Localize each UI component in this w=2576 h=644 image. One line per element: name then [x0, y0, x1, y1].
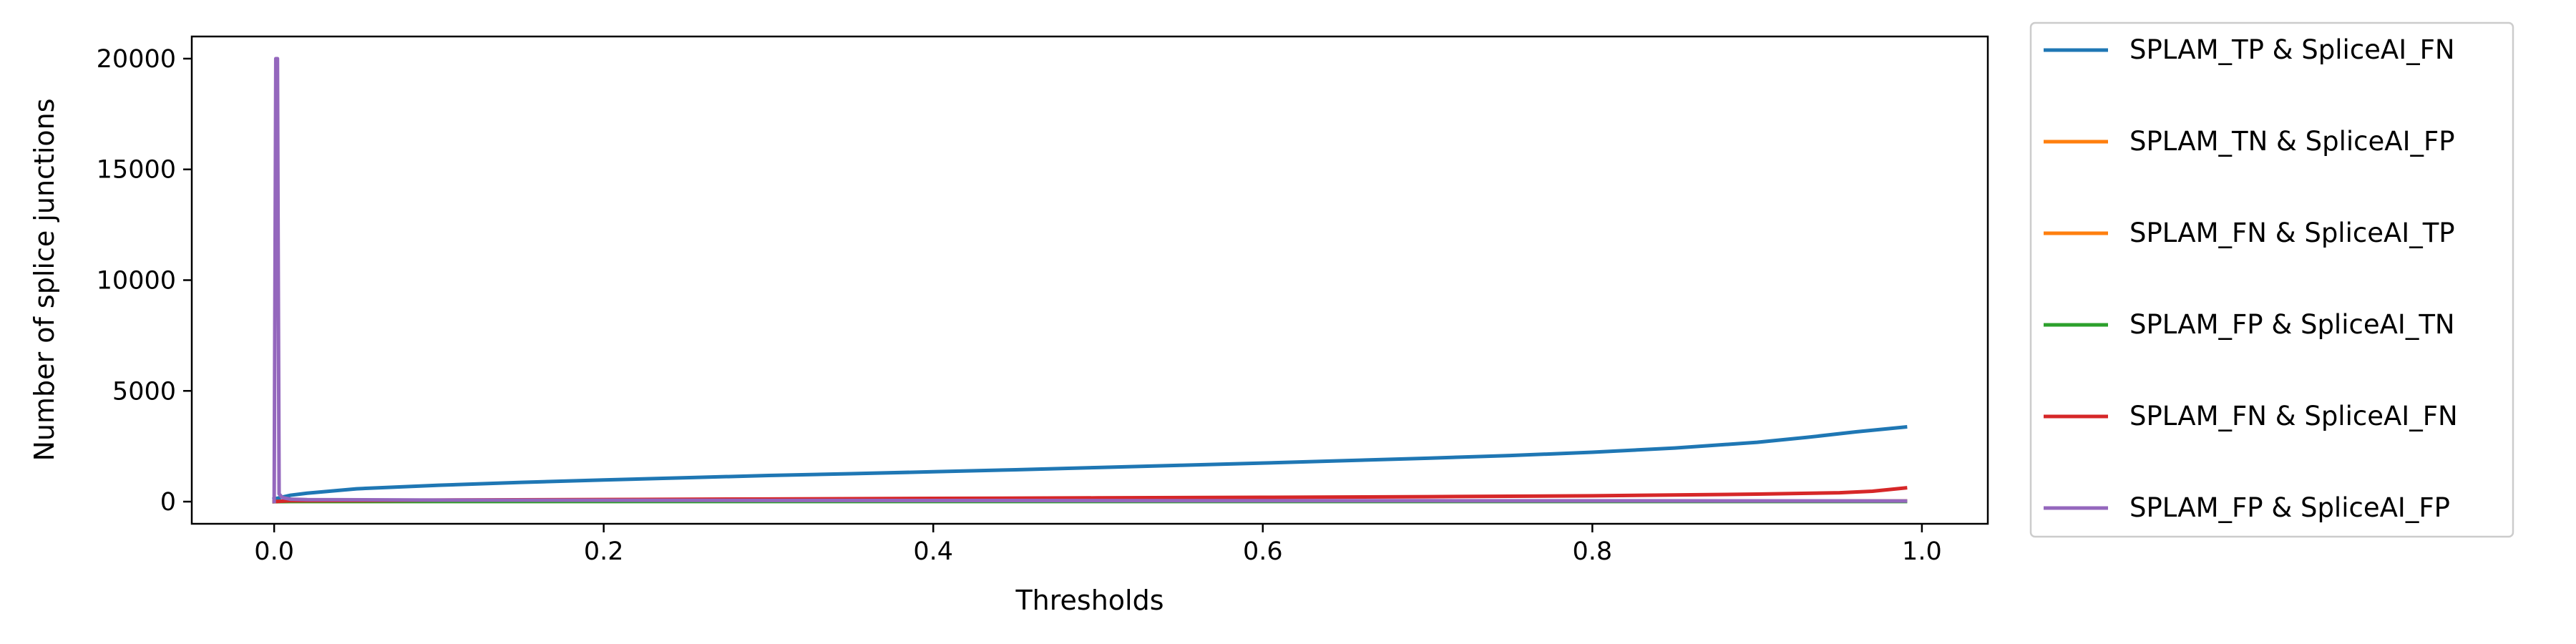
y-tick-label: 20000 [97, 45, 176, 74]
axes-frame [190, 35, 1989, 525]
y-tick-label: 5000 [112, 377, 176, 406]
x-tick-label: 0.2 [584, 537, 624, 566]
legend-label-5: SPLAM_FP & SpliceAI_FP [2129, 492, 2450, 523]
series-line-0 [272, 424, 1908, 502]
y-tick-label: 0 [160, 488, 176, 517]
x-tick-label: 0.0 [254, 537, 294, 566]
legend-label-4: SPLAM_FN & SpliceAI_FN [2129, 401, 2458, 431]
x-tick-label: 0.6 [1243, 537, 1283, 566]
legend-label-0: SPLAM_TP & SpliceAI_FN [2129, 34, 2455, 65]
legend-label-3: SPLAM_FP & SpliceAI_TN [2129, 309, 2455, 340]
x-tick-label: 0.8 [1573, 537, 1613, 566]
legend: SPLAM_TP & SpliceAI_FN SPLAM_TN & SpliceA… [2029, 21, 2514, 538]
series-line-5 [272, 57, 1908, 504]
series-layer [272, 57, 1908, 504]
y-tick-label: 10000 [97, 267, 176, 296]
legend-label-1: SPLAM_TN & SpliceAI_FP [2129, 126, 2455, 157]
x-axis-label: Thresholds [1015, 585, 1163, 616]
x-tick-label: 0.4 [913, 537, 953, 566]
x-tick-label: 1.0 [1902, 537, 1942, 566]
x-axis: 0.0 0.2 0.4 0.6 0.8 1.0 [254, 524, 1942, 566]
legend-frame [2029, 21, 2514, 538]
plot-area [190, 35, 1989, 525]
y-tick-label: 15000 [97, 156, 176, 185]
legend-label-2: SPLAM_FN & SpliceAI_TP [2129, 218, 2455, 248]
y-axis-label: Number of splice junctions [29, 98, 60, 461]
y-axis: 0 5000 10000 15000 20000 [97, 45, 192, 517]
